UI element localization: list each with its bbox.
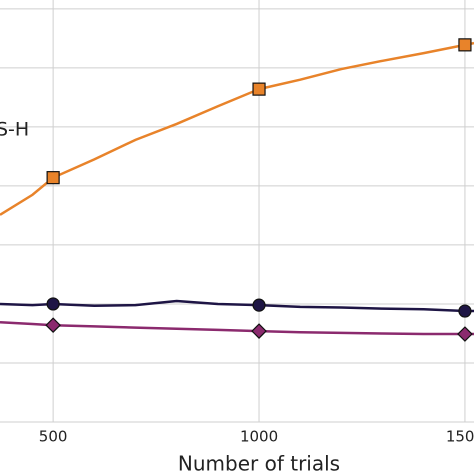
marker	[251, 323, 267, 339]
marker	[252, 298, 266, 312]
marker	[46, 297, 60, 311]
x-tick-label: 1500	[446, 428, 474, 446]
x-tick-label: 1000	[240, 428, 278, 446]
series-line	[0, 41, 474, 216]
series-line	[0, 321, 474, 336]
marker	[46, 171, 60, 185]
marker	[458, 38, 472, 52]
marker	[457, 326, 473, 342]
x-axis-label: Number of trials	[178, 452, 340, 474]
marker	[252, 82, 266, 96]
series-line	[0, 299, 474, 313]
marker	[45, 317, 61, 334]
x-tick-label: 500	[39, 428, 68, 446]
marker	[458, 304, 472, 318]
annotation: S-H	[0, 119, 29, 141]
plot-area	[0, 0, 474, 423]
